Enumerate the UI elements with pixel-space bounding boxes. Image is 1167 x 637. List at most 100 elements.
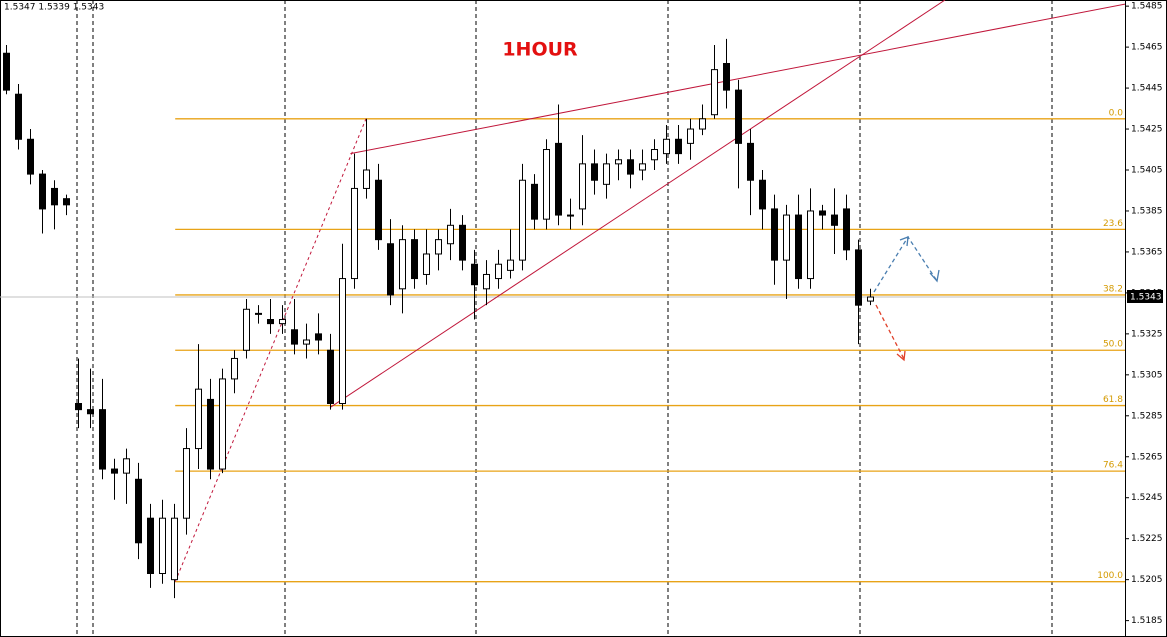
candle-body xyxy=(555,142,562,216)
candle-body xyxy=(759,179,766,210)
candle-body xyxy=(267,319,274,325)
candle-body xyxy=(675,138,682,155)
candle-body xyxy=(639,163,646,171)
candle-body xyxy=(135,478,142,544)
y-tick-label: 1.5365 xyxy=(1131,247,1163,257)
candle-body xyxy=(423,253,430,275)
candle-body xyxy=(723,62,730,91)
candle-body xyxy=(195,388,202,450)
candle-body xyxy=(207,398,214,470)
y-tick-label: 1.5225 xyxy=(1131,534,1163,544)
candle-body xyxy=(495,263,502,280)
candle-body xyxy=(87,409,94,415)
candle-body xyxy=(699,118,706,130)
candle-body xyxy=(243,308,250,351)
candle-body xyxy=(63,198,70,206)
candle-body xyxy=(687,128,694,144)
fib-label: 50.0 xyxy=(1103,340,1123,350)
candle-body xyxy=(543,149,550,220)
trendlines xyxy=(174,0,1125,582)
candle-body xyxy=(159,517,166,575)
candle-body xyxy=(567,214,574,217)
candle-body xyxy=(591,163,598,181)
candle-body xyxy=(519,179,526,261)
candle-body xyxy=(183,448,190,519)
candle-body xyxy=(435,239,442,255)
candle-body xyxy=(303,339,310,345)
candle-body xyxy=(291,329,298,345)
y-tick-label: 1.5265 xyxy=(1131,452,1163,462)
candle-body xyxy=(411,239,418,280)
candle-body xyxy=(483,273,490,290)
y-tick-label: 1.5445 xyxy=(1131,84,1163,94)
candles xyxy=(3,38,874,599)
fib-label: 61.8 xyxy=(1103,395,1123,405)
candle-body xyxy=(531,183,538,220)
y-tick-label: 1.5405 xyxy=(1131,166,1163,176)
candle-body xyxy=(351,187,358,280)
candle-body xyxy=(315,333,322,341)
candle-body xyxy=(219,378,226,470)
candle-body xyxy=(603,163,610,185)
candle-body xyxy=(15,93,22,140)
candle-body xyxy=(147,517,154,575)
candle-body xyxy=(111,468,118,474)
y-tick-label: 1.5425 xyxy=(1131,125,1163,135)
candle-body xyxy=(279,319,286,325)
candle-body xyxy=(807,210,814,280)
fib-label: 76.4 xyxy=(1103,461,1123,471)
candle-body xyxy=(387,243,394,296)
y-tick-label: 1.5285 xyxy=(1131,411,1163,421)
fibonacci: 0.0 23.6 38.2 50.0 61.8 76.4 100.0 xyxy=(0,108,1125,583)
candle-body xyxy=(51,187,58,206)
candle-body xyxy=(171,517,178,581)
chart-title: 1HOUR xyxy=(502,39,578,61)
current-price-box xyxy=(1127,289,1163,303)
y-tick-label: 1.5205 xyxy=(1131,575,1163,585)
projection-arrows xyxy=(873,235,940,362)
y-tick-label: 1.5305 xyxy=(1131,370,1163,380)
candle-body xyxy=(507,259,514,271)
trendline xyxy=(350,3,1125,155)
candle-body xyxy=(747,142,754,181)
y-tick-label: 1.5485 xyxy=(1131,2,1163,12)
candle-body xyxy=(123,458,130,474)
candle-body xyxy=(471,263,478,286)
candle-body xyxy=(255,312,262,315)
candle-body xyxy=(867,296,874,302)
candle-body xyxy=(651,149,658,161)
candle-body xyxy=(3,52,10,91)
fib-label: 0.0 xyxy=(1109,108,1124,118)
y-tick-label: 1.5325 xyxy=(1131,329,1163,339)
candle-body xyxy=(771,208,778,261)
candle-body xyxy=(375,179,382,241)
candle-body xyxy=(735,89,742,144)
candle-body xyxy=(615,159,622,165)
candle-body xyxy=(711,69,718,116)
candle-body xyxy=(339,278,346,405)
candle-body xyxy=(795,214,802,280)
candle-body xyxy=(327,349,334,405)
candle-body xyxy=(75,403,82,411)
fib-label: 23.6 xyxy=(1103,219,1123,229)
y-axis: 1.5185 1.5205 1.5225 1.5245 1.5265 1.5285 1.53… xyxy=(1125,2,1163,626)
candle-body xyxy=(783,214,790,261)
candle-body xyxy=(831,214,838,226)
candle-body xyxy=(363,169,370,189)
y-tick-label: 1.5185 xyxy=(1131,616,1163,626)
current-price-label: 1.5343 xyxy=(1130,292,1162,302)
candle-body xyxy=(27,138,34,175)
candle-body xyxy=(459,224,466,261)
y-tick-label: 1.5385 xyxy=(1131,206,1163,216)
candle-body xyxy=(447,224,454,245)
ohlc-header: 1.5347 1.5339 1.5343 xyxy=(4,3,104,13)
candle-body xyxy=(855,249,862,306)
fib-label: 38.2 xyxy=(1103,284,1123,294)
candle-body xyxy=(399,239,406,290)
y-tick-label: 1.5465 xyxy=(1131,43,1163,53)
candle-body xyxy=(231,357,238,380)
y-tick-label: 1.5245 xyxy=(1131,493,1163,503)
